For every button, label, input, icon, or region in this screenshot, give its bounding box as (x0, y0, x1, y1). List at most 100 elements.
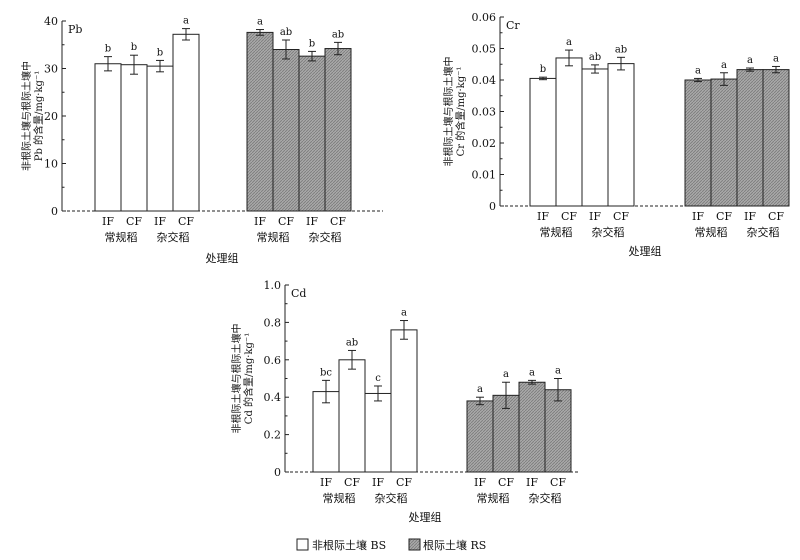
x-tick-label: CF (178, 215, 194, 228)
y-axis-title-line: Cd 的含量/mg·kg⁻¹ (242, 333, 255, 424)
group-label: 常规稻 (105, 230, 138, 244)
significance-label: a (695, 65, 701, 76)
legend-label-rs: 根际土壤 RS (423, 538, 486, 552)
group-label: 杂交稻 (157, 230, 190, 244)
x-tick-label: CF (498, 476, 514, 489)
bar-rs (298, 55, 326, 212)
x-tick-label: IF (474, 476, 486, 489)
x-tick-label: CF (561, 210, 577, 223)
y-tick-label: 10 (44, 158, 58, 171)
y-tick-label: 0.03 (472, 106, 497, 119)
significance-label: c (375, 373, 381, 384)
significance-label: ab (332, 29, 344, 40)
bar-rs (466, 400, 494, 473)
significance-label: a (566, 37, 572, 48)
bar-bs (94, 63, 122, 212)
chart-pb: 0 10 20 30 40 Pb b IF b CF b IF a CF a IF ab CF b IF ab CF 常规稻… (20, 15, 383, 265)
significance-label: a (401, 308, 407, 319)
chart-cr: 0 0.01 0.02 0.03 0.04 0.05 0.06 Cr b IF a CF ab IF ab C… (442, 11, 790, 258)
x-tick-label: IF (102, 215, 114, 228)
x-axis-title: 处理组 (206, 251, 239, 265)
bar-bs (364, 392, 392, 473)
legend-label-bs: 非根际土壤 BS (312, 538, 386, 552)
y-tick-label: 0.01 (472, 169, 497, 182)
group-label: 杂交稻 (529, 491, 562, 505)
significance-label: b (131, 42, 137, 53)
x-tick-label: CF (613, 210, 629, 223)
x-tick-label: CF (768, 210, 784, 223)
y-tick-label: 0.2 (264, 429, 282, 442)
x-tick-label: CF (716, 210, 732, 223)
x-tick-label: IF (154, 215, 166, 228)
bar-bs (338, 359, 366, 473)
x-tick-label: CF (126, 215, 142, 228)
group-label: 常规稻 (257, 230, 290, 244)
bar-bs (172, 33, 200, 212)
bar-rs (272, 49, 300, 212)
significance-label: a (503, 369, 509, 380)
bar-bs (120, 64, 148, 212)
x-tick-label: IF (254, 215, 266, 228)
bar-rs (544, 389, 572, 473)
y-axis-title: 非根际土壤与根际土壤中Cr 的含量/mg·kg⁻¹ (442, 57, 467, 167)
y-tick-label: 0.4 (264, 391, 282, 404)
bar-rs (736, 69, 764, 207)
bar-rs (324, 48, 352, 212)
x-tick-label: CF (396, 476, 412, 489)
group-label: 常规稻 (695, 225, 728, 239)
x-tick-label: IF (589, 210, 601, 223)
bar-rs (762, 69, 790, 207)
significance-label: ab (346, 337, 358, 348)
chart-cd: 0 0.2 0.4 0.6 0.8 1.0 Cd bc IF ab CF c IF a CF a IF a CF a I… (230, 279, 580, 524)
significance-label: a (257, 17, 263, 28)
significance-label: bc (320, 367, 332, 378)
charts-layer: 010203040PbbIFbCFbIFaCFaIFabCFbIFabCF常规稻… (20, 11, 790, 524)
significance-label: a (773, 53, 779, 64)
y-axis-title-line: Pb 的含量/mg·kg⁻¹ (32, 71, 45, 162)
significance-label: b (540, 64, 546, 75)
y-axis-title-line: 非根际土壤与根际土壤中 (20, 61, 33, 171)
y-tick-label: 0.04 (472, 74, 497, 87)
significance-label: a (747, 55, 753, 66)
x-tick-label: CF (344, 476, 360, 489)
significance-label: a (529, 367, 535, 378)
legend-swatch-rs (408, 538, 421, 551)
bar-bs (529, 77, 557, 207)
y-tick-label: 20 (44, 110, 58, 123)
x-tick-label: CF (278, 215, 294, 228)
significance-label: ab (589, 52, 601, 63)
group-label: 常规稻 (323, 491, 356, 505)
significance-label: ab (615, 44, 627, 55)
x-tick-label: IF (320, 476, 332, 489)
bar-rs (518, 381, 546, 473)
significance-label: b (157, 47, 163, 58)
group-label: 杂交稻 (375, 491, 408, 505)
y-axis-title: 非根际土壤与根际土壤中Pb 的含量/mg·kg⁻¹ (20, 61, 45, 171)
y-tick-label: 1.0 (264, 279, 282, 292)
y-tick-label: 0 (51, 205, 58, 218)
legend-swatch-bs (296, 538, 309, 551)
group-label: 常规稻 (540, 225, 573, 239)
y-tick-label: 0.06 (472, 11, 497, 24)
group-label: 杂交稻 (747, 225, 780, 239)
y-tick-label: 0.6 (264, 354, 282, 367)
y-tick-label: 0 (489, 200, 496, 213)
bar-bs (390, 329, 418, 473)
significance-label: a (721, 60, 727, 71)
bar-bs (312, 391, 340, 473)
x-tick-label: IF (372, 476, 384, 489)
x-tick-label: CF (550, 476, 566, 489)
panel-label: Cd (291, 287, 306, 300)
significance-label: a (555, 366, 561, 377)
bar-bs (607, 63, 635, 207)
x-tick-label: IF (537, 210, 549, 223)
group-label: 常规稻 (477, 491, 510, 505)
y-axis-title-line: 非根际土壤与根际土壤中 (230, 324, 243, 434)
y-tick-label: 0.8 (264, 316, 282, 329)
significance-label: b (309, 38, 315, 49)
x-axis-title: 处理组 (629, 244, 662, 258)
x-tick-label: CF (330, 215, 346, 228)
significance-label: a (183, 16, 189, 27)
significance-label: b (105, 44, 111, 55)
